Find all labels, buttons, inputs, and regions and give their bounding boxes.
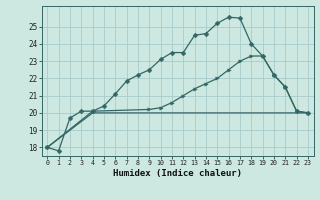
X-axis label: Humidex (Indice chaleur): Humidex (Indice chaleur): [113, 169, 242, 178]
